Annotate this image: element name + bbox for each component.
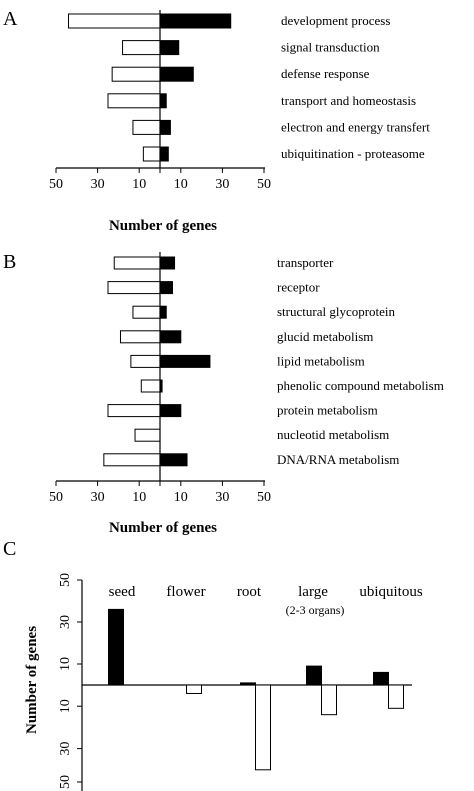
panel-a-bar-left-1 (122, 40, 161, 56)
panel-a-x-axis-title: Number of genes (109, 218, 217, 234)
panel-a-bar-left-5 (142, 146, 161, 162)
panel-c-bar-down-1 (186, 684, 202, 694)
panel-c-bar-up-4 (373, 671, 389, 686)
panel-a-bar-right-2 (159, 66, 194, 82)
panel-c-bar-up-2 (240, 682, 256, 686)
panel-b-category-label: nucleotid metabolism (277, 427, 389, 442)
panel-a-bar-right-0 (159, 13, 232, 29)
panel-a-category-label: development process (281, 13, 390, 28)
panel-c-y-tick-label: 50 (58, 775, 73, 789)
panel-a-category-label: ubiquitination - proteasome (281, 146, 425, 161)
panel-a-bar-left-0 (67, 13, 161, 29)
panel-letter-c: C (3, 538, 16, 560)
panel-b-category-label: protein metabolism (277, 403, 378, 418)
panel-b-category-label: transporter (277, 255, 334, 270)
panel-b-x-tick-label: 50 (257, 490, 271, 505)
panel-a-category-label: signal transduction (281, 40, 380, 55)
panel-c-bar-down-4 (388, 684, 404, 709)
panel-a-x-tick-label: 50 (257, 177, 271, 192)
panel-b-bar-right-6 (159, 404, 182, 418)
panel-b-category-label: receptor (277, 280, 320, 295)
panel-a-x-tick-label: 10 (132, 177, 146, 192)
panel-c-bar-up-0 (108, 608, 124, 686)
panel-c-bar-down-3 (321, 684, 337, 716)
panel-c-category-note: (2-3 organs) (286, 603, 345, 617)
panel-c-y-tick-label: 30 (58, 742, 73, 756)
panel-c-y-tick-label: 10 (58, 699, 73, 713)
panel-b-x-tick-label: 10 (174, 490, 188, 505)
panel-a-category-label: defense response (281, 66, 370, 81)
panel-c-y-tick-label: 50 (58, 573, 73, 587)
panel-b-bar-left-2 (132, 305, 161, 319)
panel-a-x-tick-label: 30 (215, 177, 229, 192)
panel-b-bar-left-6 (107, 404, 161, 418)
panel-b-bar-right-2 (159, 305, 167, 319)
panel-b-category-label: DNA/RNA metabolism (277, 452, 399, 467)
panel-c-category-label: large (298, 584, 328, 600)
panel-b-category-label: structural glycoprotein (277, 304, 396, 319)
panel-b-x-axis-title: Number of genes (109, 520, 217, 536)
panel-letter-b: B (3, 251, 16, 273)
panel-c-category-label: root (237, 584, 262, 600)
panel-b-bar-left-4 (130, 354, 161, 368)
panel-c-y-tick-label: 10 (58, 657, 73, 671)
panel-c-category-label: ubiquitous (359, 584, 423, 600)
panel-b-x-tick-label: 50 (49, 490, 63, 505)
panel-a-x-tick-label: 30 (91, 177, 105, 192)
panel-b-bar-right-8 (159, 453, 188, 467)
panel-b-category-label: phenolic compound metabolism (277, 378, 444, 393)
panel-a-bar-right-3 (159, 93, 167, 109)
panel-a-category-label: transport and homeostasis (281, 93, 416, 108)
panel-c-category-label: seed (109, 584, 136, 600)
panel-b-bar-right-3 (159, 330, 182, 344)
panel-b-category-label: lipid metabolism (277, 353, 365, 368)
panel-b-bar-right-4 (159, 354, 211, 368)
panel-a-bar-right-4 (159, 119, 171, 135)
panel-b-bar-left-0 (113, 256, 161, 270)
panel-b-bar-left-5 (140, 379, 161, 393)
panel-b-category-label: glucid metabolism (277, 329, 373, 344)
panel-c-bar-up-3 (306, 665, 322, 686)
panel-a-bar-left-3 (107, 93, 161, 109)
panel-c-y-tick-label: 30 (58, 615, 73, 629)
panel-a-bar-right-5 (159, 146, 169, 162)
panel-a-bar-left-4 (132, 119, 161, 135)
panel-a-x-tick-label: 50 (49, 177, 63, 192)
panel-letter-a: A (3, 8, 18, 30)
panel-a-category-label: electron and energy transfert (281, 119, 430, 134)
panel-b-bar-left-8 (103, 453, 161, 467)
panel-b-x-tick-label: 30 (215, 490, 229, 505)
panel-a-x-tick-label: 10 (174, 177, 188, 192)
panel-b-bar-right-1 (159, 281, 173, 295)
panel-b-bar-left-7 (134, 428, 161, 442)
panel-b-bar-right-0 (159, 256, 176, 270)
panel-c-y-axis-title: Number of genes (24, 626, 40, 734)
panel-c-category-label: flower (166, 584, 205, 600)
panel-a-bar-left-2 (111, 66, 161, 82)
panel-c-bar-down-2 (255, 684, 271, 771)
panel-b-x-tick-label: 30 (91, 490, 105, 505)
panel-a-bar-right-1 (159, 40, 180, 56)
panel-b-bar-left-3 (119, 330, 161, 344)
panel-b-x-tick-label: 10 (132, 490, 146, 505)
panel-b-bar-left-1 (107, 281, 161, 295)
